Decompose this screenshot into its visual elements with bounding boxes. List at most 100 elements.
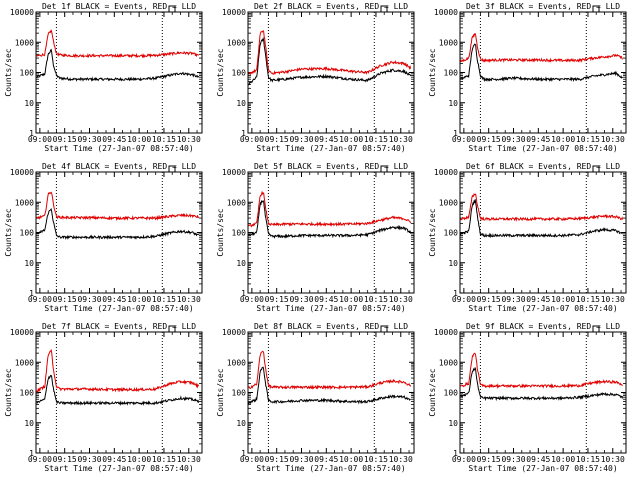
y-tick-label: 10 — [24, 259, 34, 268]
x-axis-label: Start Time (27-Jan-07 08:57:40) — [44, 144, 193, 153]
y-tick-label: 1 — [241, 449, 246, 458]
panel-det-6f: Det 6f BLACK = Events, RED = LLD 1 10 100 10… — [428, 162, 627, 313]
series-line-lld — [460, 352, 623, 390]
x-tick-label: 10:30 — [177, 135, 201, 144]
y-tick-label: 10 — [448, 259, 458, 268]
y-axis-label: Counts/sec — [216, 208, 225, 256]
panel-det-5f: Det 5f BLACK = Events, RED = LLD 1 10 100 10… — [216, 162, 415, 313]
x-axis-label: Start Time (27-Jan-07 08:57:40) — [468, 304, 617, 313]
x-axis-label: Start Time (27-Jan-07 08:57:40) — [44, 464, 193, 473]
x-tick-label: 10:30 — [601, 135, 625, 144]
y-tick-label: 10 — [236, 419, 246, 428]
x-tick-label: 10:15 — [364, 295, 388, 304]
y-axis-label: Counts/sec — [428, 208, 437, 256]
chart-title: Det 4f BLACK = Events, RED = LLD — [42, 162, 196, 171]
x-axis-label: Start Time (27-Jan-07 08:57:40) — [256, 464, 405, 473]
series-line-events — [460, 43, 624, 83]
y-tick-label: 100 — [20, 389, 35, 398]
corner-marker — [592, 5, 600, 12]
corner-marker — [380, 325, 388, 332]
x-tick-label: 09:00 — [452, 295, 476, 304]
chart-title: Det 3f BLACK = Events, RED = LLD — [466, 2, 620, 11]
x-tick-label: 09:00 — [28, 455, 52, 464]
panel-det-1f: Det 1f BLACK = Events, RED = LLD 1 10 100 10… — [4, 2, 203, 153]
y-tick-label: 100 — [444, 229, 459, 238]
y-axis-label: Counts/sec — [4, 48, 13, 96]
x-tick-label: 09:15 — [265, 455, 289, 464]
series-line-events — [460, 367, 624, 402]
x-tick-label: 09:45 — [102, 295, 126, 304]
x-axis-label: Start Time (27-Jan-07 08:57:40) — [468, 464, 617, 473]
panel-det-3f: Det 3f BLACK = Events, RED = LLD 1 10 100 10… — [428, 2, 627, 153]
y-tick-label: 1 — [29, 129, 34, 138]
y-tick-label: 10000 — [434, 8, 458, 17]
y-tick-label: 1000 — [15, 198, 34, 207]
y-tick-label: 100 — [20, 229, 35, 238]
y-tick-label: 1 — [453, 289, 458, 298]
series-line-lld — [460, 193, 624, 222]
corner-marker — [168, 5, 176, 12]
y-tick-label: 100 — [232, 229, 247, 238]
series-line-lld — [248, 29, 412, 76]
y-tick-label: 1000 — [15, 38, 34, 47]
y-axis-label: Counts/sec — [216, 48, 225, 96]
y-axis-label: Counts/sec — [428, 368, 437, 416]
x-tick-label: 09:00 — [240, 295, 264, 304]
x-tick-label: 10:00 — [551, 135, 575, 144]
x-tick-label: 10:00 — [339, 455, 363, 464]
x-axis-label: Start Time (27-Jan-07 08:57:40) — [256, 304, 405, 313]
y-tick-label: 1 — [453, 449, 458, 458]
x-tick-label: 10:00 — [339, 295, 363, 304]
x-axis-label: Start Time (27-Jan-07 08:57:40) — [44, 304, 193, 313]
x-tick-label: 09:30 — [77, 455, 101, 464]
series-line-events — [36, 48, 200, 82]
x-tick-label: 10:00 — [339, 135, 363, 144]
x-tick-label: 09:00 — [240, 135, 264, 144]
x-tick-label: 10:15 — [364, 455, 388, 464]
y-tick-label: 10000 — [434, 328, 458, 337]
corner-marker — [380, 5, 388, 12]
y-tick-label: 10000 — [10, 8, 34, 17]
y-tick-label: 1000 — [227, 358, 246, 367]
y-tick-label: 1 — [29, 289, 34, 298]
y-tick-label: 10 — [236, 259, 246, 268]
x-axis-label: Start Time (27-Jan-07 08:57:40) — [468, 144, 617, 153]
y-tick-label: 1000 — [439, 38, 458, 47]
x-tick-label: 10:00 — [551, 455, 575, 464]
y-tick-label: 1000 — [439, 358, 458, 367]
y-tick-label: 1 — [241, 289, 246, 298]
x-tick-label: 09:45 — [314, 295, 338, 304]
x-tick-label: 10:15 — [152, 455, 176, 464]
x-tick-label: 09:30 — [289, 135, 313, 144]
corner-marker — [592, 325, 600, 332]
y-tick-label: 10000 — [10, 328, 34, 337]
y-tick-label: 100 — [444, 389, 459, 398]
x-tick-label: 09:00 — [240, 455, 264, 464]
corner-marker — [592, 165, 600, 172]
series-line-events — [460, 199, 623, 239]
x-tick-label: 09:30 — [501, 295, 525, 304]
x-tick-label: 09:45 — [102, 135, 126, 144]
x-tick-label: 09:45 — [314, 455, 338, 464]
y-tick-label: 10 — [448, 99, 458, 108]
series-line-lld — [36, 191, 200, 222]
x-tick-label: 09:30 — [501, 135, 525, 144]
panel-det-8f: Det 8f BLACK = Events, RED = LLD 1 10 100 10… — [216, 322, 415, 473]
y-tick-label: 10 — [24, 419, 34, 428]
x-tick-label: 10:00 — [551, 295, 575, 304]
x-tick-label: 09:00 — [452, 455, 476, 464]
y-tick-label: 1 — [241, 129, 246, 138]
y-tick-label: 10000 — [10, 168, 34, 177]
series-line-lld — [248, 190, 412, 228]
y-tick-label: 100 — [232, 389, 247, 398]
x-tick-label: 09:45 — [314, 135, 338, 144]
x-tick-label: 09:45 — [102, 455, 126, 464]
y-tick-label: 1000 — [439, 198, 458, 207]
series-line-lld — [36, 348, 200, 393]
y-axis-label: Counts/sec — [428, 48, 437, 96]
y-tick-label: 10000 — [222, 8, 246, 17]
x-tick-label: 10:15 — [576, 135, 600, 144]
y-tick-label: 1000 — [15, 358, 34, 367]
